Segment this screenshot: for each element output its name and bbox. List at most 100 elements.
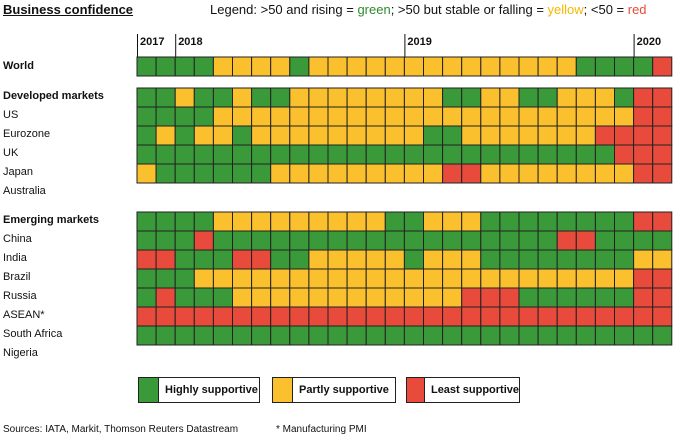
heatmap-cell	[232, 163, 253, 184]
heatmap-cell	[499, 163, 520, 184]
heatmap-cell	[633, 325, 654, 346]
heatmap-cell	[652, 268, 673, 289]
heatmap-cell	[251, 230, 272, 251]
heatmap-cell	[633, 56, 654, 77]
heatmap-cell	[289, 249, 310, 270]
heatmap-cell	[518, 287, 539, 308]
heatmap-cell	[499, 56, 520, 77]
heatmap-cell	[232, 211, 253, 232]
heatmap-cell	[193, 325, 214, 346]
heatmap-cell	[403, 125, 424, 146]
heatmap-cell	[633, 306, 654, 327]
heatmap-cell	[193, 87, 214, 108]
heatmap-cell	[327, 56, 348, 77]
heatmap-cell	[556, 144, 577, 165]
heatmap-cell	[461, 106, 482, 127]
heatmap-cell	[212, 230, 233, 251]
heatmap-cell	[537, 325, 558, 346]
heatmap-cell	[193, 249, 214, 270]
heatmap-cell	[594, 144, 616, 165]
heatmap-cell	[652, 287, 673, 308]
heatmap-cell	[480, 325, 501, 346]
heatmap-cell	[289, 230, 310, 251]
heatmap-cell	[327, 125, 348, 146]
heatmap-cell	[212, 268, 233, 289]
heatmap-cell	[403, 325, 424, 346]
heatmap-cell	[423, 211, 444, 232]
heatmap-cell	[384, 325, 405, 346]
heatmap-cell	[614, 163, 635, 184]
heatmap-cell	[461, 268, 482, 289]
heatmap-cell	[652, 106, 673, 127]
heatmap-cell	[461, 325, 482, 346]
heatmap-cell	[346, 106, 367, 127]
heatmap-cell	[232, 268, 253, 289]
heatmap-cell	[423, 306, 444, 327]
heatmap-cell	[499, 106, 520, 127]
row-label: World	[3, 60, 34, 72]
heatmap-cell	[499, 144, 520, 165]
heatmap-cell	[384, 211, 405, 232]
heatmap-cell	[594, 211, 616, 232]
heatmap-cell	[232, 87, 253, 108]
heatmap-cell	[652, 211, 673, 232]
heatmap-cell	[537, 144, 558, 165]
heatmap-cell	[442, 249, 463, 270]
heatmap-cell	[556, 268, 577, 289]
heatmap-cell	[537, 106, 558, 127]
heatmap-cell	[232, 144, 253, 165]
heatmap-cell	[614, 211, 635, 232]
heatmap-cell	[174, 249, 195, 270]
heatmap-cell	[633, 287, 654, 308]
heatmap-cell	[518, 144, 539, 165]
heatmap-cell	[461, 230, 482, 251]
heatmap-cell	[461, 125, 482, 146]
heatmap-cell	[633, 268, 654, 289]
heatmap-cell	[556, 125, 577, 146]
heatmap-cell	[174, 287, 195, 308]
heatmap-cell	[403, 249, 424, 270]
heatmap-cell	[423, 144, 444, 165]
heatmap-cell	[499, 87, 520, 108]
row-label: Nigeria	[3, 347, 39, 359]
heatmap-cell	[174, 56, 195, 77]
heatmap-cell	[594, 163, 616, 184]
heatmap-cell	[537, 56, 558, 77]
heatmap-cell	[423, 325, 444, 346]
heatmap-cell	[556, 287, 577, 308]
heatmap-cell	[270, 230, 291, 251]
heatmap-cell	[270, 56, 291, 77]
heatmap-cell	[575, 144, 596, 165]
heatmap-cell	[614, 87, 635, 108]
heatmap-cell	[442, 87, 463, 108]
heatmap-cell	[518, 249, 539, 270]
heatmap-cell	[346, 87, 367, 108]
heatmap-cell	[365, 306, 386, 327]
heatmap-cell	[461, 163, 482, 184]
heatmap-cell	[403, 163, 424, 184]
heatmap-cell	[442, 211, 463, 232]
heatmap-cell	[614, 230, 635, 251]
heatmap-cell	[289, 106, 310, 127]
heatmap-cell	[575, 87, 596, 108]
row-label: South Africa	[3, 328, 63, 340]
year-label: 2019	[407, 36, 431, 48]
heatmap-cell	[232, 125, 253, 146]
heatmap-cell	[556, 306, 577, 327]
heatmap-cell	[136, 306, 157, 327]
heatmap-cell	[633, 211, 654, 232]
heatmap-cell	[327, 325, 348, 346]
heatmap-cell	[442, 163, 463, 184]
heatmap-cell	[308, 125, 329, 146]
heatmap-cell	[212, 287, 233, 308]
heatmap-cell	[346, 230, 367, 251]
heatmap-cell	[652, 249, 673, 270]
heatmap-cell	[174, 230, 195, 251]
heatmap-cell	[308, 268, 329, 289]
group-header: Emerging markets	[3, 214, 99, 226]
heatmap-cell	[136, 211, 157, 232]
heatmap-cell	[251, 287, 272, 308]
heatmap-cell	[575, 268, 596, 289]
heatmap-cell	[556, 87, 577, 108]
heatmap-cell	[136, 287, 157, 308]
